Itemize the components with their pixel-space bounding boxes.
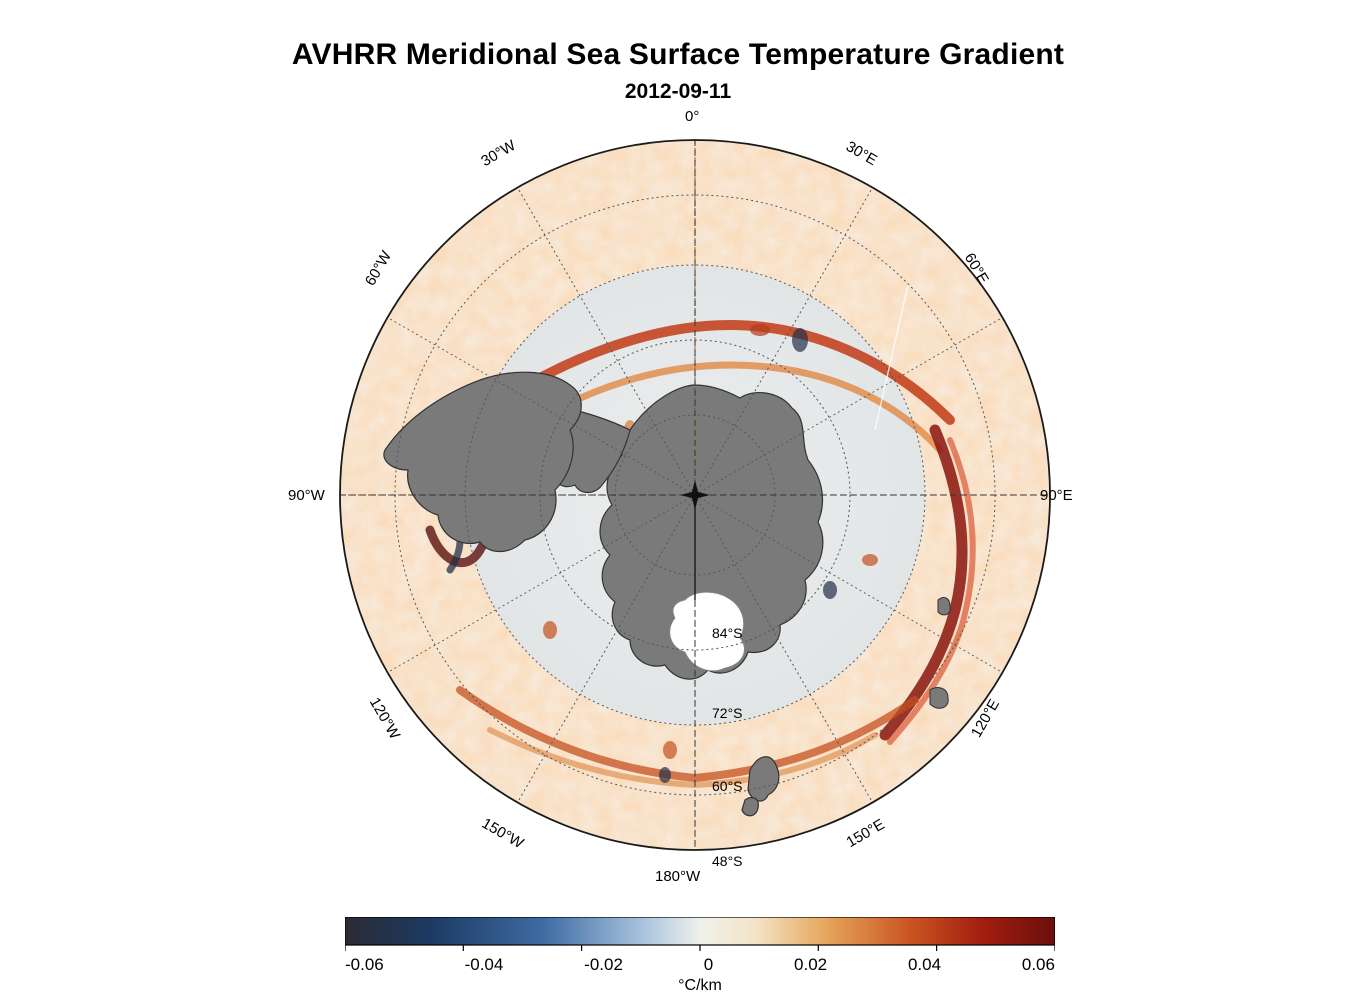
avhrr-sst-gradient-map: AVHRR Meridional Sea Surface Temperature… xyxy=(0,0,1356,1000)
colorbar-gradient-bar[interactable] xyxy=(345,917,1055,945)
colorbar-tick-labels: -0.06 -0.04 -0.02 0 0.02 0.04 0.06 xyxy=(345,955,1055,975)
lat-label-60s: 60°S xyxy=(712,778,743,794)
lon-label-90e: 90°E xyxy=(1040,487,1073,504)
lat-label-72s: 72°S xyxy=(712,705,743,721)
lon-label-90w: 90°W xyxy=(288,487,325,504)
lat-label-84s: 84°S xyxy=(712,625,743,641)
polar-plot[interactable]: 84°S 72°S 60°S 48°S 36°S 0° 30°E 60°E 90… xyxy=(330,130,1060,860)
lat-label-48s: 48°S xyxy=(712,853,743,869)
main-title: AVHRR Meridional Sea Surface Temperature… xyxy=(0,38,1356,72)
lon-label-0: 0° xyxy=(685,108,699,125)
title-block: AVHRR Meridional Sea Surface Temperature… xyxy=(0,38,1356,104)
colorbar-unit-label: °C/km xyxy=(345,977,1055,995)
lon-label-180w: 180°W xyxy=(655,868,700,885)
date-subtitle: 2012-09-11 xyxy=(0,80,1356,104)
colorbar-legend[interactable]: -0.06 -0.04 -0.02 0 0.02 0.04 0.06 °C/km xyxy=(345,917,1055,995)
